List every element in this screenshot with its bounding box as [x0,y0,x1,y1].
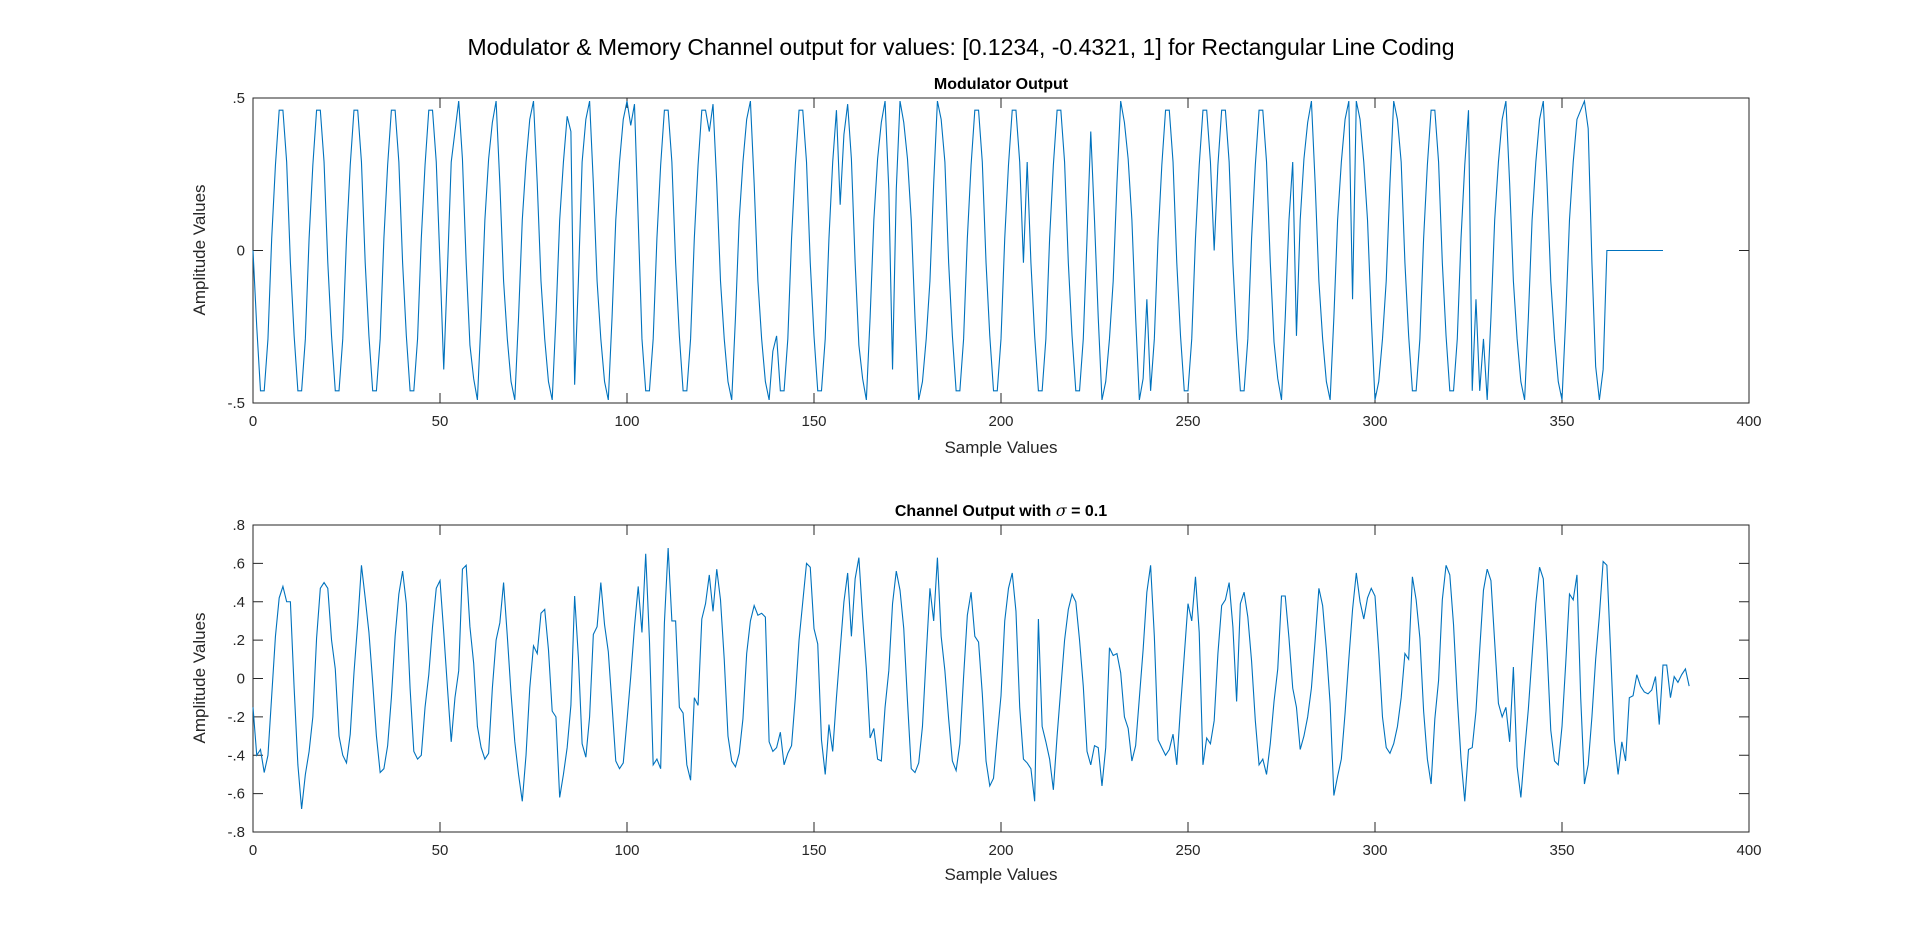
channel-y-tick-label: .6 [232,555,245,572]
modulator-output-line [252,98,1663,401]
channel-x-tick-label: 250 [1175,842,1200,859]
modulator-x-tick-label: 100 [614,413,639,430]
modulator-x-ticks: 0 50 100 150 200 250 300 350 400 [249,98,1762,430]
modulator-plot-title: Modulator Output [934,76,1069,93]
channel-y-tick-label: .4 [232,594,245,611]
modulator-x-tick-label: 0 [249,413,257,430]
modulator-x-tick-label: 200 [988,413,1013,430]
modulator-x-tick-label: 150 [801,413,826,430]
modulator-x-tick-label: 300 [1362,413,1387,430]
channel-x-tick-label: 400 [1736,842,1761,859]
modulator-y-tick-label: -.5 [227,395,245,412]
modulator-x-tick-label: 250 [1175,413,1200,430]
channel-y-tick-label: -.6 [227,786,245,803]
channel-y-ticks: -.8 -.6 -.4 -.2 0 .2 .4 .6 .8 [227,517,1749,841]
modulator-x-tick-label: 350 [1549,413,1574,430]
channel-x-tick-label: 0 [249,842,257,859]
channel-y-tick-label: 0 [237,671,245,688]
channel-output-line [252,548,1690,810]
channel-y-label: Amplitude Values [190,612,209,743]
figure-title: Modulator & Memory Channel output for va… [467,34,1454,60]
channel-y-tick-label: -.2 [227,709,245,726]
channel-x-tick-label: 200 [988,842,1013,859]
channel-x-tick-label: 100 [614,842,639,859]
modulator-x-tick-label: 50 [432,413,449,430]
channel-x-ticks: 0 50 100 150 200 250 300 350 400 [249,525,1762,859]
modulator-y-tick-label: 0 [237,243,245,260]
channel-title-suffix: = 0.1 [1067,503,1108,520]
channel-axes-box [252,524,1750,833]
modulator-y-tick-label: .5 [232,90,245,107]
modulator-axes-box [252,97,1750,404]
sigma-symbol: σ [1056,501,1068,520]
channel-title-prefix: Channel Output with [895,503,1056,520]
modulator-y-ticks: -.5 0 .5 [227,90,1749,412]
modulator-y-label: Amplitude Values [190,184,209,315]
channel-y-tick-label: .2 [232,632,245,649]
channel-plot-title: Channel Output with σ = 0.1 [895,501,1107,520]
modulator-output-plot: Modulator Output 0 50 100 150 200 250 300 350 40… [190,76,1762,457]
channel-y-tick-label: -.4 [227,747,245,764]
channel-x-tick-label: 50 [432,842,449,859]
modulator-x-tick-label: 400 [1736,413,1761,430]
channel-x-tick-label: 150 [801,842,826,859]
channel-y-tick-label: -.8 [227,824,245,841]
channel-output-plot: Channel Output with σ = 0.1 0 50 100 150 200… [190,501,1762,884]
channel-y-tick-label: .8 [232,517,245,534]
channel-x-tick-label: 350 [1549,842,1574,859]
modulator-x-label: Sample Values [944,438,1057,457]
channel-x-tick-label: 300 [1362,842,1387,859]
channel-x-label: Sample Values [944,865,1057,884]
